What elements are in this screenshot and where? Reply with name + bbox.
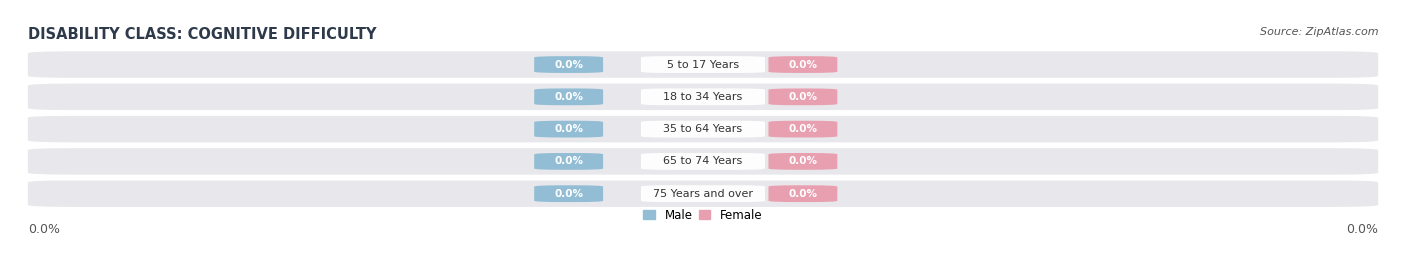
Text: 18 to 34 Years: 18 to 34 Years xyxy=(664,92,742,102)
Text: 0.0%: 0.0% xyxy=(28,223,60,236)
Text: 0.0%: 0.0% xyxy=(789,92,817,102)
FancyBboxPatch shape xyxy=(769,89,838,105)
Text: 5 to 17 Years: 5 to 17 Years xyxy=(666,59,740,70)
Text: 75 Years and over: 75 Years and over xyxy=(652,189,754,199)
Text: Source: ZipAtlas.com: Source: ZipAtlas.com xyxy=(1260,27,1378,37)
Text: 0.0%: 0.0% xyxy=(554,156,583,167)
FancyBboxPatch shape xyxy=(641,56,765,73)
FancyBboxPatch shape xyxy=(769,121,838,137)
Text: 0.0%: 0.0% xyxy=(789,189,817,199)
Text: 0.0%: 0.0% xyxy=(1346,223,1378,236)
FancyBboxPatch shape xyxy=(534,153,603,170)
Legend: Male, Female: Male, Female xyxy=(638,204,768,226)
Text: 0.0%: 0.0% xyxy=(554,92,583,102)
FancyBboxPatch shape xyxy=(28,116,1378,142)
Text: 0.0%: 0.0% xyxy=(789,124,817,134)
FancyBboxPatch shape xyxy=(641,153,765,170)
FancyBboxPatch shape xyxy=(769,153,838,170)
FancyBboxPatch shape xyxy=(28,180,1378,207)
Text: 0.0%: 0.0% xyxy=(554,59,583,70)
Text: 0.0%: 0.0% xyxy=(789,59,817,70)
Text: DISABILITY CLASS: COGNITIVE DIFFICULTY: DISABILITY CLASS: COGNITIVE DIFFICULTY xyxy=(28,27,377,43)
FancyBboxPatch shape xyxy=(769,56,838,73)
Text: 0.0%: 0.0% xyxy=(554,189,583,199)
Text: 0.0%: 0.0% xyxy=(554,124,583,134)
Text: 35 to 64 Years: 35 to 64 Years xyxy=(664,124,742,134)
FancyBboxPatch shape xyxy=(641,89,765,105)
FancyBboxPatch shape xyxy=(28,148,1378,175)
FancyBboxPatch shape xyxy=(534,185,603,202)
Text: 0.0%: 0.0% xyxy=(789,156,817,167)
FancyBboxPatch shape xyxy=(641,121,765,137)
FancyBboxPatch shape xyxy=(534,56,603,73)
Text: 65 to 74 Years: 65 to 74 Years xyxy=(664,156,742,167)
FancyBboxPatch shape xyxy=(28,84,1378,110)
FancyBboxPatch shape xyxy=(641,185,765,202)
FancyBboxPatch shape xyxy=(534,121,603,137)
FancyBboxPatch shape xyxy=(534,89,603,105)
FancyBboxPatch shape xyxy=(28,51,1378,78)
FancyBboxPatch shape xyxy=(769,185,838,202)
